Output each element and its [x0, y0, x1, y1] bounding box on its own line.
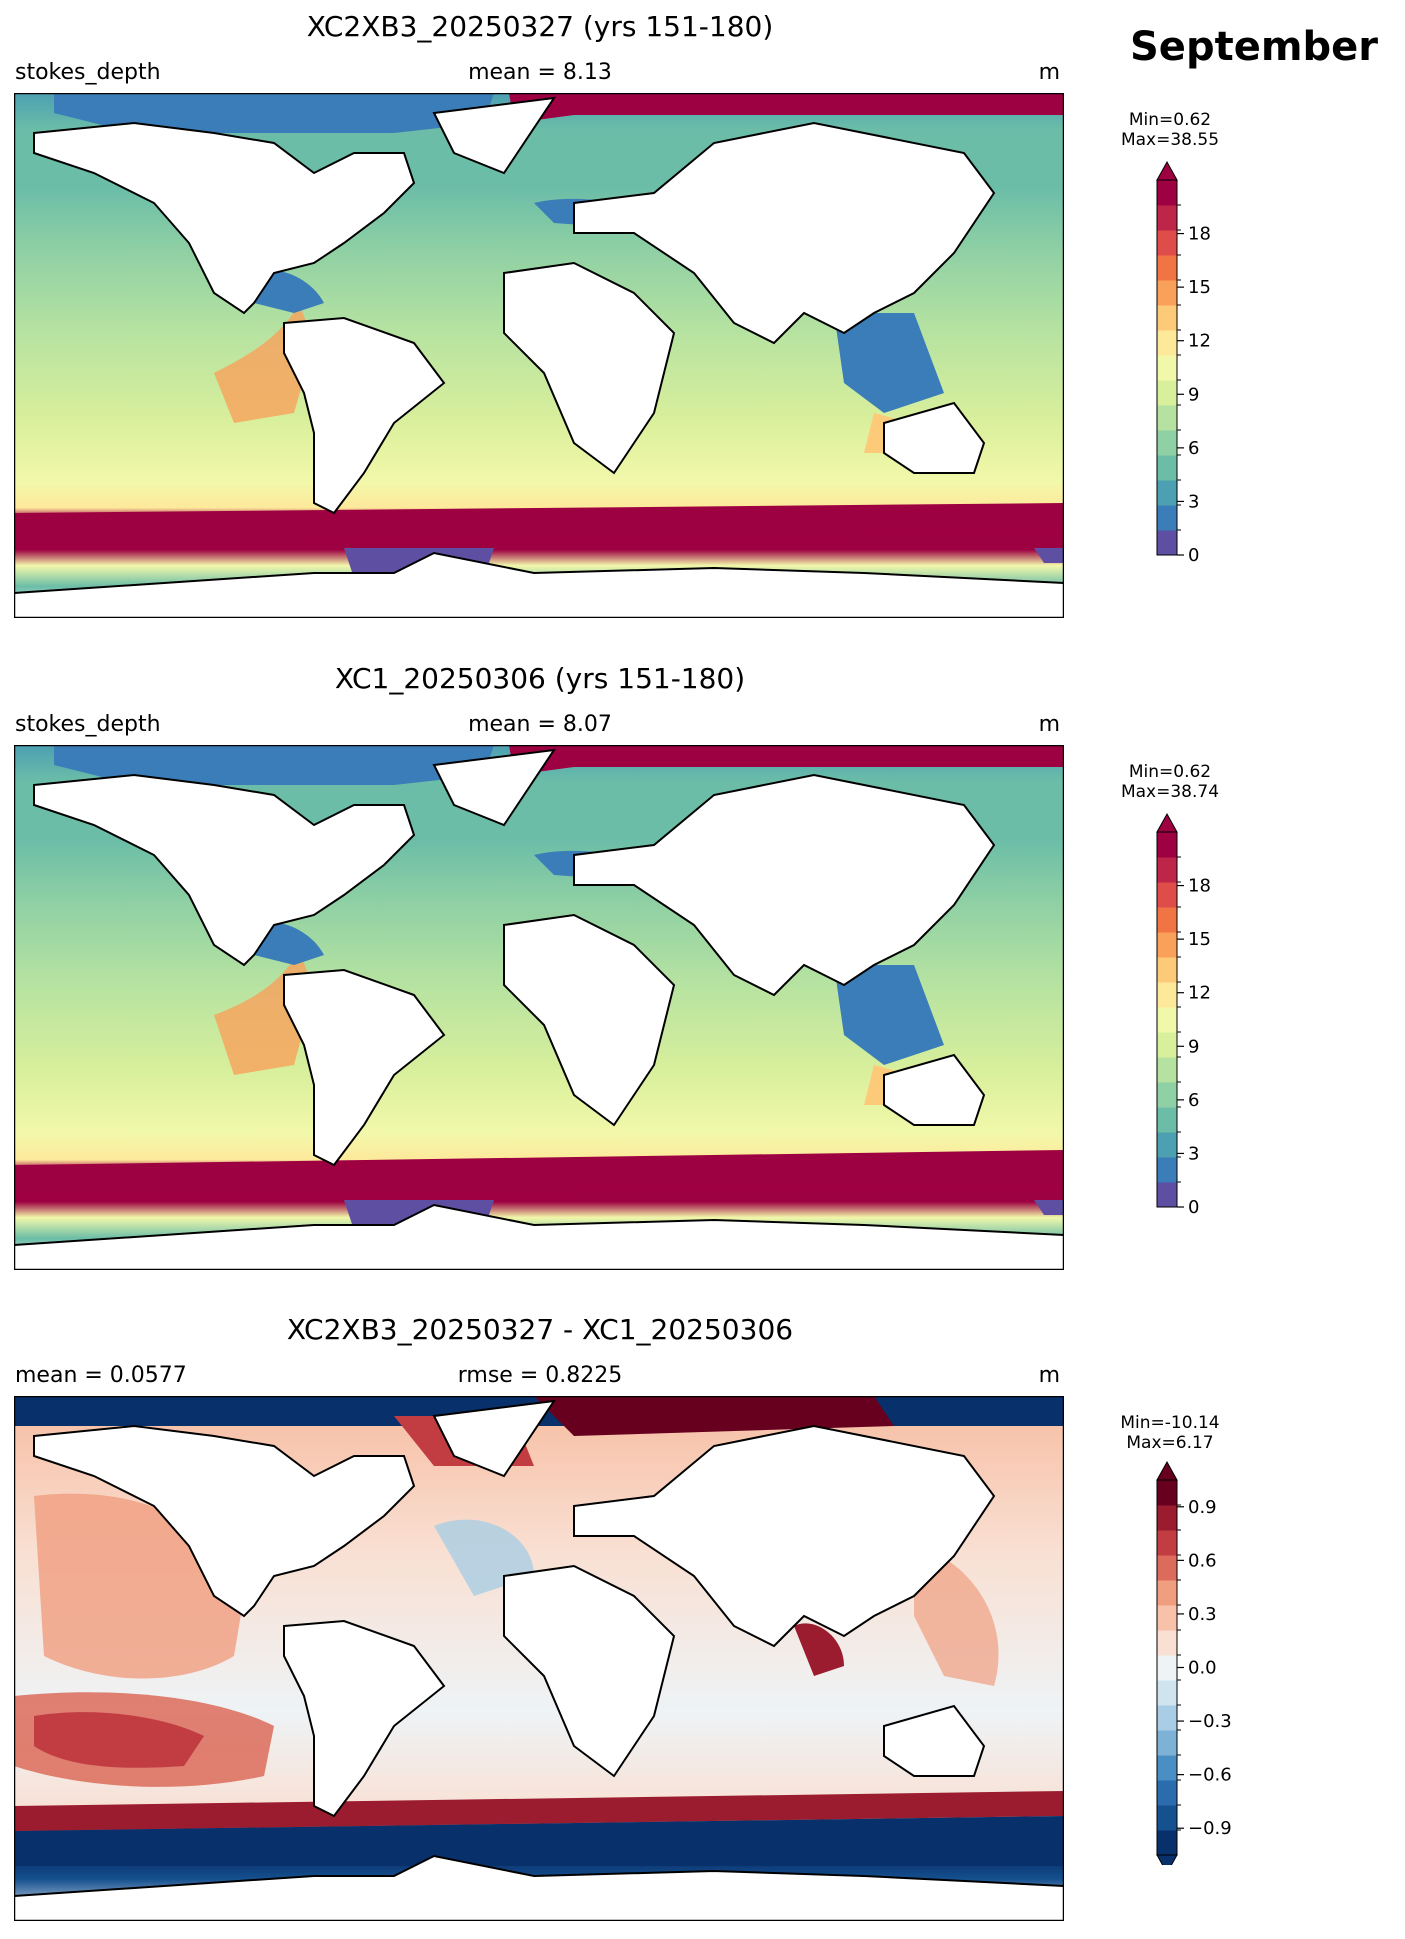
colorbar-segment — [1157, 1530, 1177, 1556]
colorbar-segment — [1157, 1082, 1177, 1108]
colorbar-segment — [1157, 857, 1177, 883]
colorbar-segment — [1157, 205, 1177, 231]
colorbar-segment — [1157, 1730, 1177, 1756]
panel-3-map — [14, 1396, 1064, 1921]
colorbar-segment — [1157, 180, 1177, 206]
panel-2-max-label: Max=38.74 — [1120, 782, 1220, 802]
colorbar-tick-label: −0.6 — [1188, 1765, 1232, 1786]
panel-1-title: XC2XB3_20250327 (yrs 151-180) — [306, 10, 774, 43]
colorbar-segment — [1157, 1505, 1177, 1531]
colorbar-tick-label: 0 — [1188, 545, 1199, 565]
colorbar-tick-label: −0.9 — [1188, 1818, 1232, 1839]
colorbar-tick-label: −0.3 — [1188, 1711, 1232, 1732]
colorbar-segment — [1157, 1132, 1177, 1158]
colorbar-tick-label: 15 — [1188, 277, 1211, 298]
colorbar-segment — [1157, 1157, 1177, 1183]
colorbar-tick-label: 9 — [1188, 1036, 1199, 1057]
colorbar-segment — [1157, 1705, 1177, 1731]
panel-3-max-label: Max=6.17 — [1126, 1433, 1214, 1453]
colorbar-tick-label: 0.9 — [1188, 1497, 1217, 1518]
colorbar-tick-label: 0.6 — [1188, 1550, 1217, 1571]
colorbar-tick-label: 0 — [1188, 1197, 1199, 1217]
colorbar-segment — [1157, 1680, 1177, 1706]
panel-2-colorbar: 0 3 6 9 12 15 18 — [1156, 812, 1211, 1217]
colorbar-segment — [1157, 907, 1177, 933]
colorbar-segment — [1157, 505, 1177, 531]
panel-2-title: XC1_20250306 (yrs 151-180) — [334, 662, 746, 695]
panel-2-units-label: m — [1038, 712, 1060, 737]
panel-1-units-label: m — [1038, 60, 1060, 85]
colorbar-segment — [1157, 1630, 1177, 1656]
colorbar-tick-label: 18 — [1188, 224, 1211, 245]
colorbar-tick-label: 9 — [1188, 384, 1199, 405]
colorbar-tick-label: 12 — [1188, 983, 1211, 1004]
panel-1-mean-label: mean = 8.13 — [468, 60, 612, 85]
colorbar-segment — [1157, 330, 1177, 356]
panel-3-mean-label: mean = 0.0577 — [15, 1363, 187, 1388]
colorbar-segment — [1157, 480, 1177, 506]
colorbar-tick-label: 0.0 — [1188, 1658, 1217, 1679]
colorbar-frame — [1156, 179, 1178, 556]
colorbar-segment — [1157, 1182, 1177, 1208]
colorbar-segment — [1157, 280, 1177, 306]
panel-1-map — [14, 93, 1064, 618]
colorbar-max-extension — [1156, 160, 1178, 181]
panel-2-min-label: Min=0.62 — [1128, 762, 1212, 782]
colorbar-tick-label: 6 — [1188, 1090, 1199, 1111]
colorbar-tick-label: 3 — [1188, 491, 1199, 512]
colorbar-segment — [1157, 1057, 1177, 1083]
colorbar-max-extension — [1156, 812, 1178, 833]
panel-1-colorbar: 0 3 6 9 12 15 18 — [1156, 160, 1211, 565]
month-title: September — [1130, 24, 1378, 70]
colorbar-segment — [1157, 1805, 1177, 1831]
colorbar-segment — [1157, 1830, 1177, 1856]
colorbar-min-extension — [1156, 1854, 1178, 1865]
panel-3-colorbar: −0.9 −0.6 −0.3 0.0 0.3 0.6 0.9 — [1156, 1460, 1232, 1865]
colorbar-segment — [1157, 1032, 1177, 1058]
colorbar-segment — [1157, 455, 1177, 481]
colorbar-segment — [1157, 530, 1177, 556]
colorbar-tick-label: 0.3 — [1188, 1604, 1217, 1625]
panel-1-max-label: Max=38.55 — [1120, 130, 1220, 150]
colorbar-segment — [1157, 380, 1177, 406]
colorbar-tick-label: 15 — [1188, 929, 1211, 950]
colorbar-segment — [1157, 832, 1177, 858]
colorbar-segment — [1157, 1780, 1177, 1806]
colorbar-segment — [1157, 230, 1177, 256]
colorbar-segment — [1157, 1007, 1177, 1033]
colorbar-segment — [1157, 1107, 1177, 1133]
colorbar-segment — [1157, 405, 1177, 431]
colorbar-tick-label: 6 — [1188, 438, 1199, 459]
panel-1-min-label: Min=0.62 — [1128, 110, 1212, 130]
panel-2-variable-label: stokes_depth — [15, 712, 161, 737]
colorbar-segment — [1157, 305, 1177, 331]
panel-1-variable-label: stokes_depth — [15, 60, 161, 85]
colorbar-frame — [1156, 831, 1178, 1208]
panel-2-map — [14, 745, 1064, 1270]
panel-3-rmse-label: rmse = 0.8225 — [457, 1363, 623, 1388]
panel-2-mean-label: mean = 8.07 — [468, 712, 612, 737]
panel-3-units-label: m — [1038, 1363, 1060, 1388]
colorbar-max-extension — [1156, 1460, 1178, 1481]
panel-3-title: XC2XB3_20250327 - XC1_20250306 — [286, 1313, 794, 1346]
colorbar-segment — [1157, 1755, 1177, 1781]
colorbar-segment — [1157, 1580, 1177, 1606]
colorbar-tick-label: 18 — [1188, 876, 1211, 897]
colorbar-segment — [1157, 957, 1177, 983]
colorbar-segment — [1157, 1480, 1177, 1506]
colorbar-segment — [1157, 255, 1177, 281]
colorbar-tick-label: 12 — [1188, 331, 1211, 352]
colorbar-segment — [1157, 355, 1177, 381]
colorbar-segment — [1157, 882, 1177, 908]
colorbar-segment — [1157, 430, 1177, 456]
colorbar-segment — [1157, 1555, 1177, 1581]
panel-3-min-label: Min=-10.14 — [1120, 1413, 1220, 1433]
colorbar-tick-label: 3 — [1188, 1143, 1199, 1164]
colorbar-segment — [1157, 982, 1177, 1008]
colorbar-segment — [1157, 932, 1177, 958]
colorbar-segment — [1157, 1655, 1177, 1681]
colorbar-segment — [1157, 1605, 1177, 1631]
